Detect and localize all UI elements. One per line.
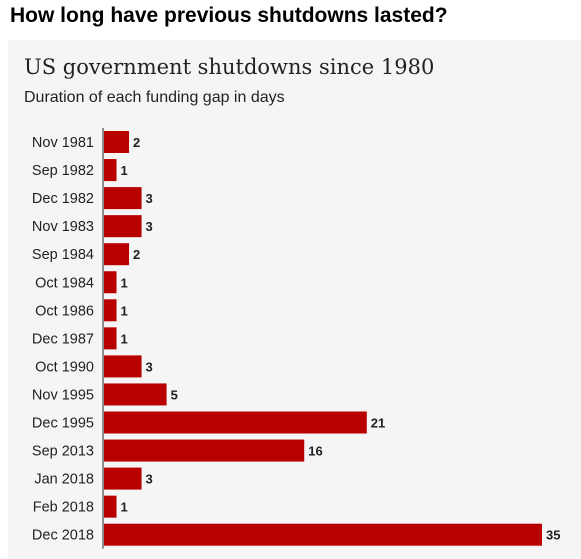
bar [104,271,117,294]
value-label: 2 [133,135,140,150]
bar [104,439,305,462]
chart-title: US government shutdowns since 1980 [24,55,435,79]
value-label: 2 [133,247,140,262]
bar [104,467,142,490]
value-label: 3 [146,191,153,206]
category-label: Dec 1987 [32,331,94,347]
category-label: Sep 1982 [32,163,94,179]
category-label: Nov 1981 [32,135,94,151]
category-label: Dec 1982 [32,191,94,207]
bar [104,355,142,378]
value-label: 1 [121,163,128,178]
bar [104,159,117,182]
value-label: 5 [171,387,178,402]
bar [104,327,117,350]
value-label: 1 [121,303,128,318]
category-label: Sep 2013 [32,444,94,460]
headline: How long have previous shutdowns lasted? [10,4,448,27]
value-label: 1 [121,275,128,290]
value-label: 3 [146,359,153,374]
chart-subtitle: Duration of each funding gap in days [24,89,285,106]
bar [104,523,542,546]
category-label: Jan 2018 [34,472,94,488]
category-label: Nov 1995 [32,387,94,403]
bar [104,411,367,434]
category-label: Oct 1984 [35,275,94,291]
bar [104,215,142,238]
value-label: 21 [371,416,385,431]
category-label: Oct 1990 [35,359,94,375]
bar [104,131,130,153]
value-label: 3 [146,472,153,487]
bar [104,299,117,322]
bar [104,243,130,266]
category-label: Dec 1995 [32,416,94,432]
value-label: 35 [546,528,560,543]
value-label: 1 [121,500,128,515]
value-label: 1 [121,331,128,346]
category-label: Nov 1983 [32,219,94,235]
category-label: Oct 1986 [35,303,94,319]
value-label: 3 [146,219,153,234]
category-label: Sep 1984 [32,247,94,263]
bar [104,495,117,518]
bar [104,383,167,406]
bar [104,187,142,210]
category-label: Feb 2018 [33,500,94,516]
category-label: Dec 2018 [32,528,94,544]
value-label: 16 [308,444,322,459]
